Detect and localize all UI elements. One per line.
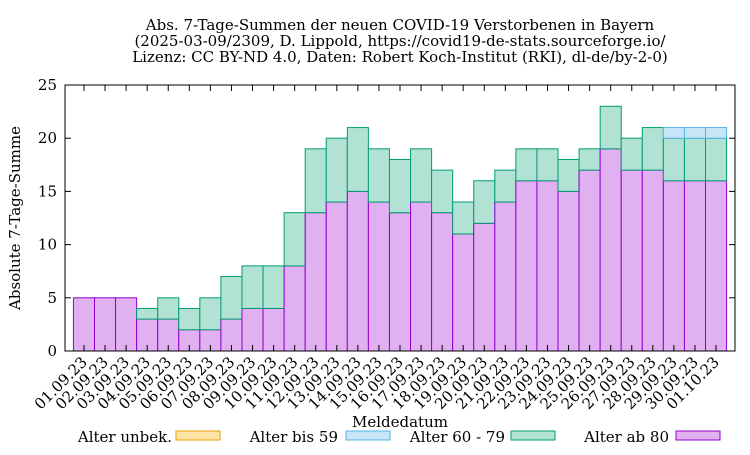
- bar-segment: [662, 180, 685, 352]
- bar-segment: [557, 158, 580, 192]
- chart-title-line: (2025-03-09/2309, D. Lippold, https://co…: [134, 32, 666, 50]
- bar-segment: [410, 201, 433, 352]
- bar-segment: [515, 180, 538, 352]
- bar-segment: [557, 190, 580, 352]
- y-axis: 0 5 10 15 20 25: [38, 76, 735, 360]
- bar-segment: [199, 297, 222, 331]
- bar-segment: [641, 127, 664, 171]
- bar-segment: [599, 148, 622, 352]
- bar-segment: [304, 148, 327, 214]
- legend-swatch: [510, 430, 556, 441]
- y-tick-label: 20: [38, 129, 57, 147]
- bar-segment: [325, 137, 348, 203]
- bar-segment: [367, 148, 390, 203]
- bar-segment: [452, 233, 475, 352]
- y-tick-label: 0: [47, 342, 57, 360]
- legend: Alter unbek. Alter bis 59 Alter 60 - 79 Alt…: [77, 428, 721, 446]
- bar-segment: [683, 127, 707, 139]
- bar-segment: [262, 265, 285, 309]
- bars: [72, 105, 728, 352]
- y-tick-label: 10: [38, 236, 57, 254]
- bar-segment: [662, 127, 685, 139]
- legend-swatch: [175, 430, 221, 441]
- bar-segment: [283, 265, 306, 352]
- bar-segment: [431, 169, 454, 214]
- bar-segment: [536, 180, 559, 352]
- bar-segment: [473, 222, 496, 352]
- bar-segment: [410, 148, 433, 203]
- bar-segment: [241, 307, 264, 352]
- bar-segment: [473, 180, 496, 224]
- chart-title: Abs. 7-Tage-Summen der neuen COVID-19 Ve…: [132, 16, 668, 66]
- bar-segment: [494, 201, 517, 352]
- bar-segment: [683, 137, 707, 182]
- legend-label: Alter bis 59: [249, 428, 338, 446]
- legend-label: Alter unbek.: [77, 428, 172, 446]
- chart-title-line: Abs. 7-Tage-Summen der neuen COVID-19 Ve…: [145, 16, 655, 34]
- bar-segment: [325, 201, 348, 352]
- bar-segment: [388, 158, 412, 214]
- y-tick-label: 25: [38, 76, 57, 94]
- legend-swatch: [345, 430, 391, 441]
- y-tick-label: 15: [38, 182, 57, 200]
- y-tick-label: 5: [47, 289, 57, 307]
- bar-segment: [620, 169, 643, 352]
- bar-segment: [72, 297, 95, 352]
- bar-segment: [641, 169, 664, 352]
- bar-segment: [367, 201, 390, 352]
- bar-segment: [283, 212, 306, 267]
- bar-segment: [178, 307, 201, 331]
- bar-segment: [578, 148, 601, 171]
- bar-segment: [304, 212, 327, 352]
- bar-segment: [494, 169, 517, 203]
- bar-segment: [431, 212, 454, 352]
- bar-segment: [388, 212, 412, 352]
- bar-segment: [93, 297, 117, 352]
- bar-segment: [241, 265, 264, 309]
- x-axis: 01.09.2302.09.2303.09.2304.09.2305.09.23…: [31, 85, 723, 413]
- bar-segment: [683, 180, 707, 352]
- bar-segment: [705, 137, 728, 182]
- y-axis-label: Absolute 7-Tage-Summe: [6, 126, 24, 311]
- bar-segment: [620, 137, 643, 171]
- legend-label: Alter ab 80: [583, 428, 669, 446]
- legend-swatch: [675, 430, 721, 441]
- bar-segment: [705, 127, 728, 139]
- bar-segment: [515, 148, 538, 182]
- bar-segment: [705, 180, 728, 352]
- bar-segment: [346, 190, 369, 352]
- legend-label: Alter 60 - 79: [409, 428, 505, 446]
- bar-segment: [346, 127, 369, 192]
- chart-title-line: Lizenz: CC BY-ND 4.0, Daten: Robert Koch…: [132, 48, 668, 66]
- bar-segment: [662, 137, 685, 182]
- bar-segment: [157, 297, 180, 320]
- bar-segment: [578, 169, 601, 352]
- bar-segment: [262, 307, 285, 352]
- bar-segment: [136, 307, 159, 320]
- bar-segment: [536, 148, 559, 182]
- bar-segment: [599, 105, 622, 150]
- x-axis-label: Meldedatum: [352, 413, 448, 431]
- bar-segment: [115, 297, 138, 352]
- bar-segment: [452, 201, 475, 235]
- bar-segment: [220, 276, 243, 320]
